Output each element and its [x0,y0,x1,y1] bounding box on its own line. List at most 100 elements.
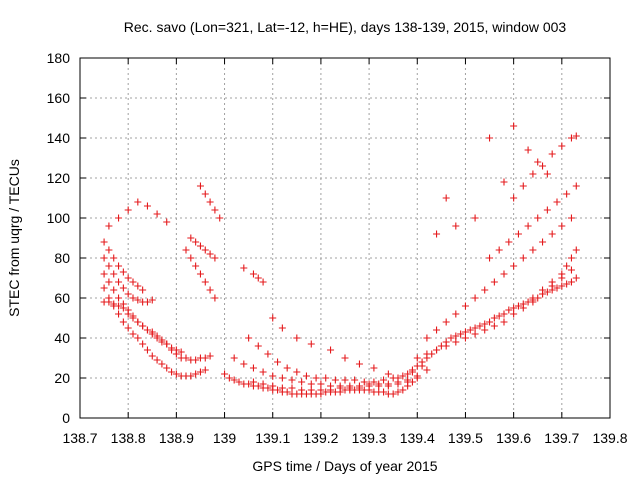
data-point [567,254,575,262]
data-point [115,310,123,318]
data-point [548,278,556,286]
data-point [539,286,547,294]
data-point [534,214,542,222]
data-point [471,294,479,302]
data-point [500,270,508,278]
data-point [119,284,127,292]
data-point [278,374,286,382]
data-point [201,190,209,198]
x-tick-label: 138.9 [159,430,194,446]
plot-frame [79,57,611,419]
data-point [168,368,176,376]
data-point [153,210,161,218]
data-point [495,312,503,320]
data-point [298,378,306,386]
data-point [307,340,315,348]
data-point [201,354,209,362]
data-point [259,380,267,388]
data-point [105,278,113,286]
data-point [567,266,575,274]
data-point [192,370,200,378]
data-point [196,242,204,250]
data-point [153,334,161,342]
data-point [307,380,315,388]
data-point [163,364,171,372]
data-point [129,278,137,286]
data-point [274,358,282,366]
data-point [413,362,421,370]
data-point [293,368,301,376]
data-point [201,278,209,286]
data-point [124,306,132,314]
data-point [206,198,214,206]
data-point [259,368,267,376]
data-point [201,366,209,374]
data-point [360,378,368,386]
data-point [461,302,469,310]
data-point [384,370,392,378]
data-point [563,190,571,198]
data-point [519,304,527,312]
data-point [274,386,282,394]
data-point [514,302,522,310]
data-point [206,352,214,360]
data-point [124,290,132,298]
data-point [442,194,450,202]
data-point [201,246,209,254]
data-point [283,388,291,396]
x-tick-label: 138.8 [111,430,146,446]
data-point [211,206,219,214]
data-point [519,254,527,262]
data-point [413,372,421,380]
data-point [211,294,219,302]
data-point [245,334,253,342]
data-point [481,326,489,334]
data-point [249,364,257,372]
data-point [192,262,200,270]
data-point [476,322,484,330]
data-point [225,374,233,382]
data-point [221,370,229,378]
data-point [495,246,503,254]
y-tick-label: 0 [62,410,70,426]
data-point [100,254,108,262]
data-point [510,262,518,270]
data-point [317,386,325,394]
data-point [384,382,392,390]
data-point [143,298,151,306]
data-point [399,372,407,380]
data-point [124,206,132,214]
data-point [240,264,248,272]
data-point [567,278,575,286]
data-point [490,322,498,330]
y-tick-label: 140 [47,130,71,146]
data-point [524,146,532,154]
data-point [572,246,580,254]
data-point [558,282,566,290]
data-point [182,354,190,362]
data-point [206,286,214,294]
data-point [486,318,494,326]
data-point [370,378,378,386]
data-point [192,238,200,246]
data-point [365,382,373,390]
data-point [423,350,431,358]
data-point [139,322,147,330]
data-point [452,338,460,346]
data-point [341,376,349,384]
data-point [100,270,108,278]
data-point [192,356,200,364]
data-point [134,282,142,290]
data-point [322,374,330,382]
data-point [394,374,402,382]
data-point [558,142,566,150]
y-tick-label: 60 [54,290,70,306]
data-point [327,386,335,394]
data-point [471,214,479,222]
data-point [187,372,195,380]
data-point [163,340,171,348]
data-point [548,230,556,238]
data-point [553,284,561,292]
data-point [529,170,537,178]
data-point [447,334,455,342]
